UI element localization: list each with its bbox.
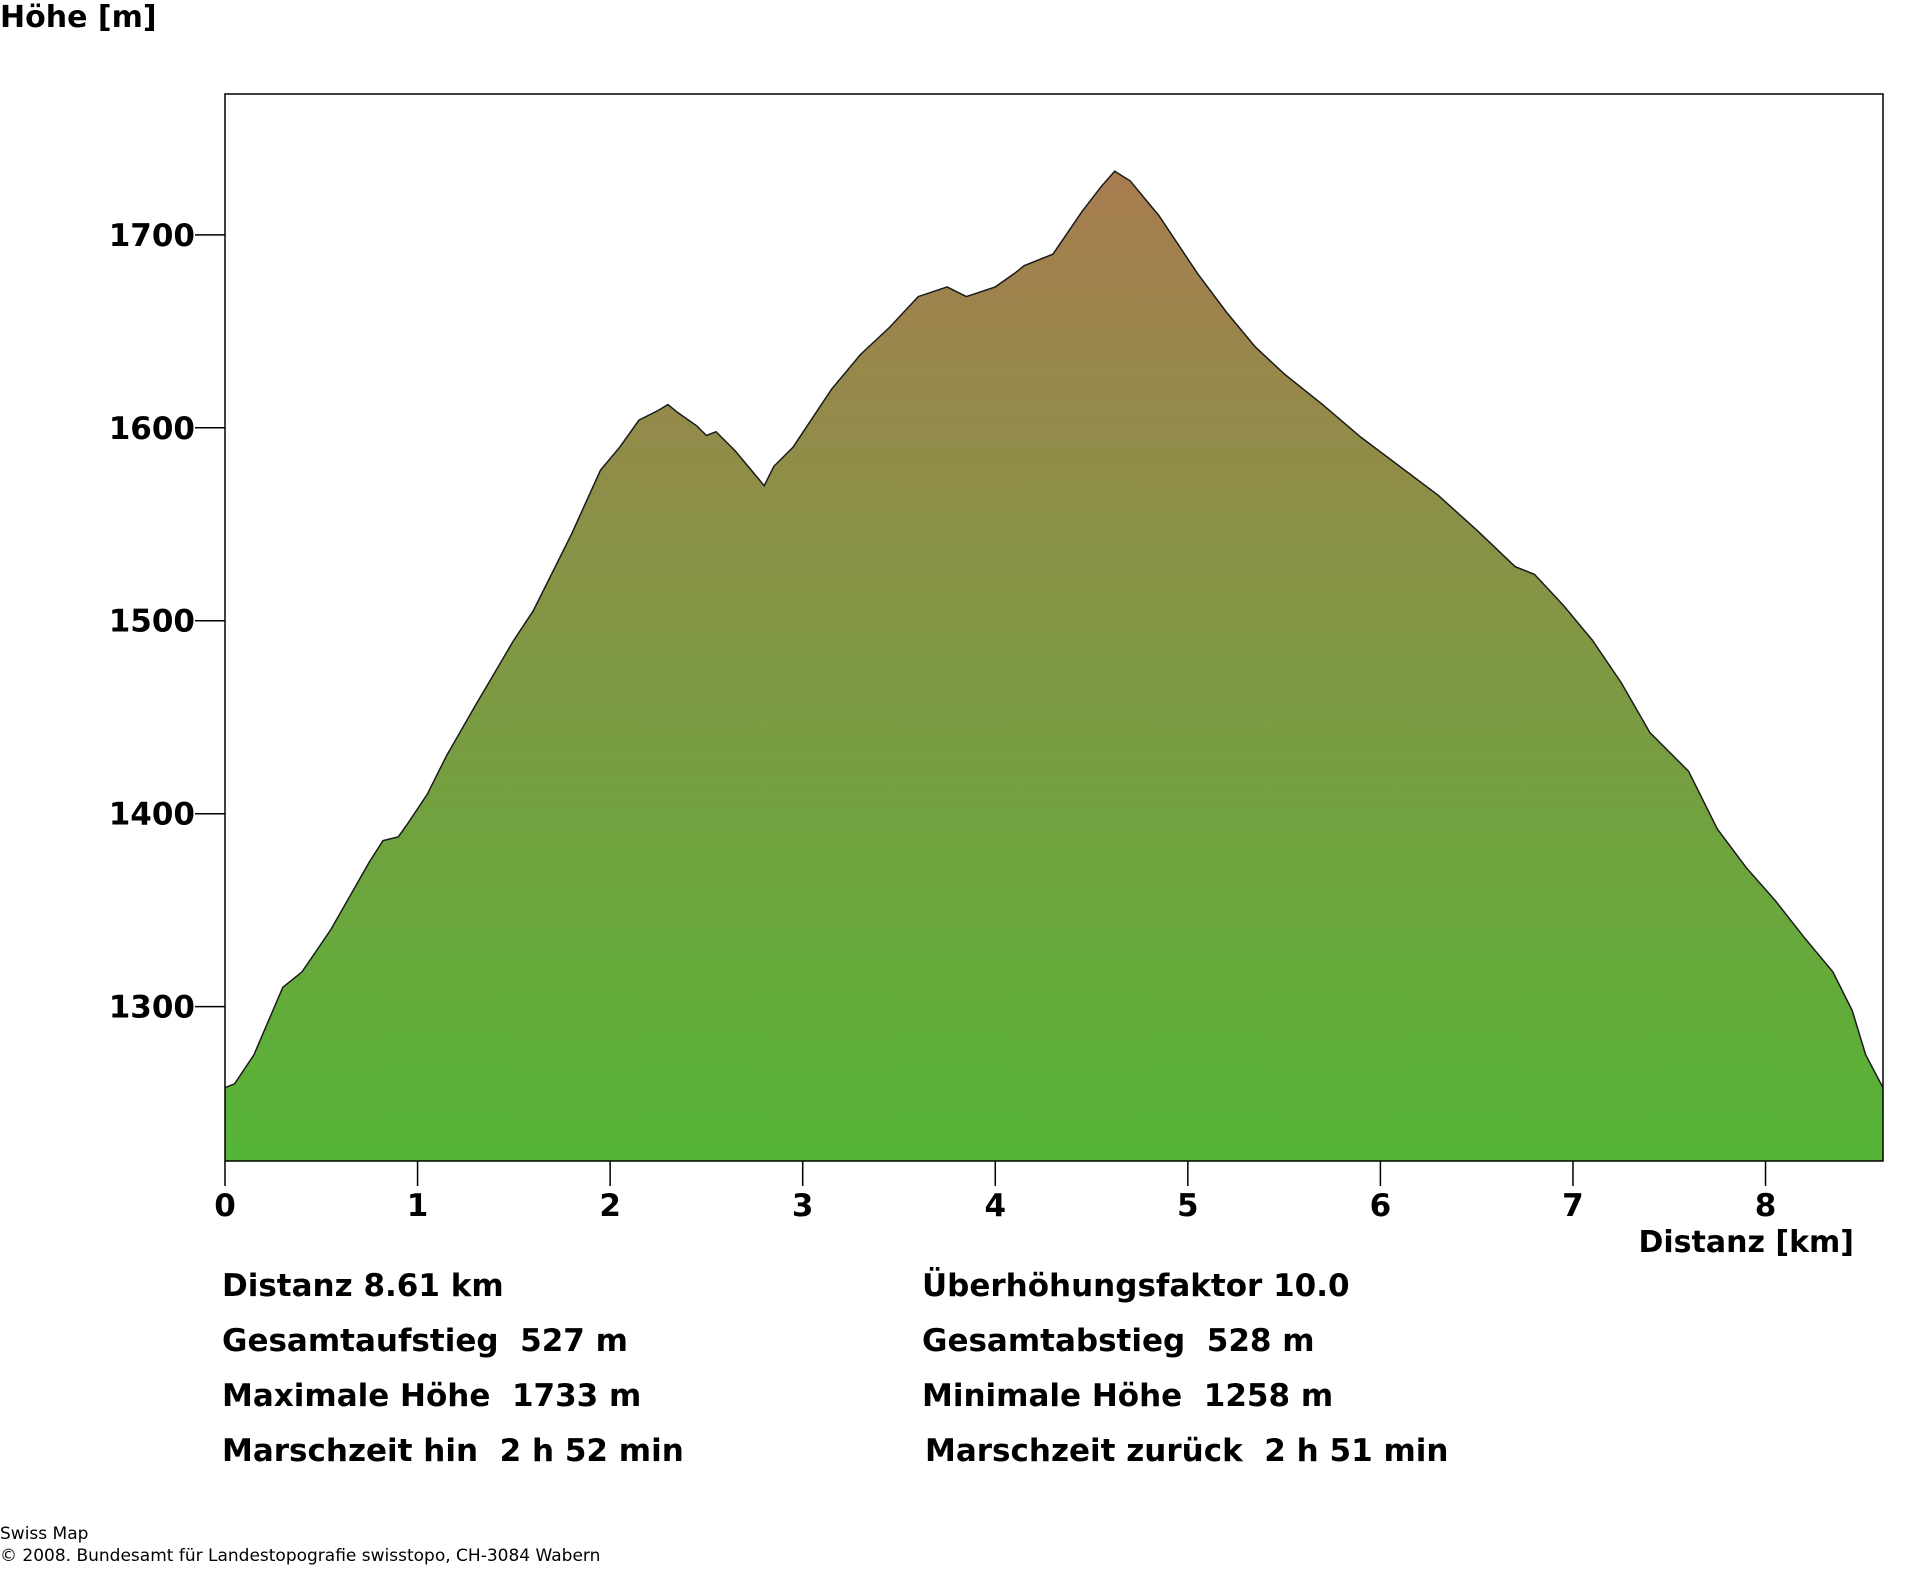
x-tick-label: 1 — [407, 1188, 429, 1224]
elevation-profile-chart: 1300 1400 1500 1600 1700 0 1 2 3 4 5 6 7 8 — [109, 93, 1884, 1224]
y-tick-label: 1600 — [109, 411, 195, 447]
stat-minimale-hoehe: Minimale Höhe 1258 m — [922, 1378, 1334, 1414]
x-tick-label: 6 — [1370, 1188, 1392, 1224]
x-axis-label: Distanz [km] — [1638, 1225, 1854, 1260]
y-tick-label: 1700 — [109, 218, 195, 254]
terrain-area — [225, 171, 1883, 1161]
x-tick-label: 3 — [792, 1188, 814, 1224]
stat-marschzeit-hin: Marschzeit hin 2 h 52 min — [222, 1433, 684, 1469]
stat-distanz: Distanz 8.61 km — [222, 1268, 504, 1304]
x-tick-label: 8 — [1755, 1188, 1777, 1224]
x-tick-label: 2 — [599, 1188, 621, 1224]
stat-gesamtabstieg: Gesamtabstieg 528 m — [922, 1323, 1315, 1359]
x-tick-label: 0 — [214, 1188, 236, 1224]
stat-marschzeit-zurueck: Marschzeit zurück 2 h 51 min — [925, 1433, 1449, 1469]
y-tick-label: 1500 — [109, 604, 195, 640]
stat-ueberhoehungsfaktor: Überhöhungsfaktor 10.0 — [922, 1268, 1350, 1304]
footer-copyright: © 2008. Bundesamt für Landestopografie s… — [0, 1546, 601, 1566]
x-tick-label: 5 — [1177, 1188, 1199, 1224]
y-axis-label: Höhe [m] — [0, 0, 157, 35]
y-tick-label: 1400 — [109, 797, 195, 833]
stat-maximale-hoehe: Maximale Höhe 1733 m — [222, 1378, 642, 1414]
x-tick-label: 7 — [1562, 1188, 1584, 1224]
plot-frame — [224, 93, 1884, 1162]
profile-line — [224, 170, 1884, 1089]
stat-gesamtaufstieg: Gesamtaufstieg 527 m — [222, 1323, 628, 1359]
x-tick-label: 4 — [984, 1188, 1006, 1224]
y-tick-label: 1300 — [109, 990, 195, 1026]
footer-source: Swiss Map — [0, 1524, 89, 1544]
